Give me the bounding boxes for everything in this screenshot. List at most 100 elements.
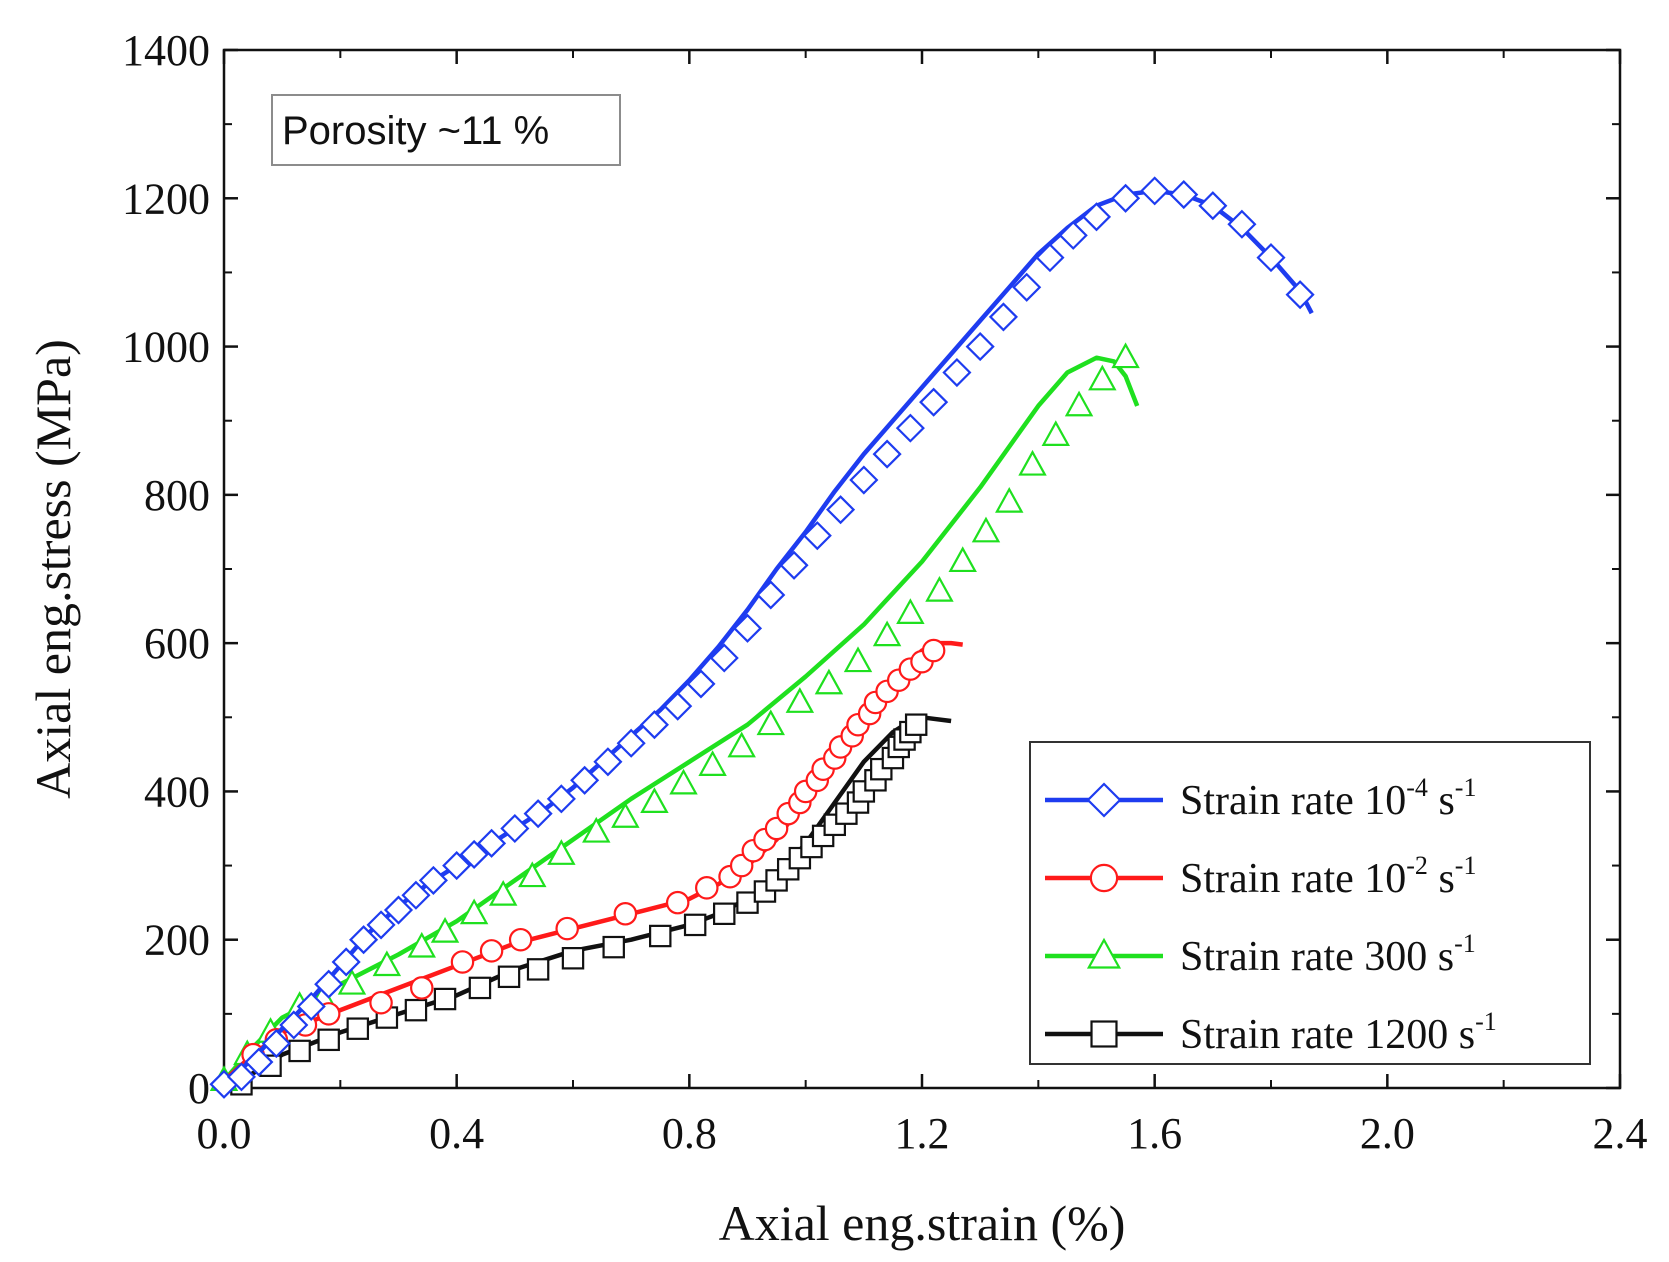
data-point	[669, 768, 698, 795]
data-point	[814, 668, 844, 695]
data-point	[442, 851, 472, 881]
y-tick-label: 600	[144, 619, 210, 668]
data-point	[523, 799, 553, 829]
data-point	[459, 898, 489, 925]
data-point	[602, 935, 625, 959]
y-tick-label: 1200	[122, 174, 210, 223]
y-tick-label: 200	[144, 916, 210, 965]
data-point	[709, 643, 739, 673]
data-point	[468, 976, 492, 1000]
data-point	[925, 575, 954, 602]
x-tick-label: 0.0	[197, 1109, 252, 1158]
data-point	[843, 646, 873, 673]
series-layer	[209, 176, 1315, 1099]
data-point	[919, 387, 949, 417]
data-point	[1111, 342, 1140, 369]
data-point	[639, 710, 669, 740]
legend-entry: Strain rate 10-2 s-1	[1045, 851, 1476, 902]
legend-swatch-marker	[1090, 1020, 1118, 1048]
data-point	[1256, 243, 1286, 273]
data-point	[404, 998, 428, 1022]
legend-swatch-marker	[1086, 937, 1122, 969]
data-point	[244, 1047, 274, 1077]
data-point	[383, 895, 414, 925]
legend-swatch-marker	[1086, 782, 1122, 818]
data-point	[640, 787, 669, 814]
data-point	[649, 924, 672, 948]
data-point	[1058, 220, 1088, 250]
data-point	[459, 839, 489, 870]
data-point	[698, 750, 727, 776]
y-axis-title: Axial eng.stress (MPa)	[25, 339, 81, 799]
legend-label: Strain rate 300 s-1	[1180, 929, 1476, 980]
data-point	[407, 931, 436, 958]
y-tick-label: 1000	[122, 323, 210, 372]
porosity-annotation: Porosity ~11 %	[271, 94, 621, 166]
data-point	[593, 747, 623, 777]
data-point	[895, 413, 925, 443]
data-point	[401, 880, 431, 910]
data-point	[1198, 191, 1228, 221]
data-point	[1041, 420, 1070, 447]
data-point	[346, 1017, 370, 1040]
y-tick-label: 1400	[122, 26, 210, 75]
data-point	[430, 917, 460, 943]
data-point	[948, 546, 977, 573]
data-point	[372, 950, 402, 977]
legend-label: Strain rate 10-2 s-1	[1180, 851, 1476, 902]
legend-entry: Strain rate 1200 s-1	[1045, 1007, 1497, 1058]
data-point	[779, 550, 809, 580]
series-diamond	[209, 176, 1315, 1099]
axes: 0.0 0.4 0.8 1.2 1.6 2.0 2.4 0 200 400 600 800 1000 12…	[25, 26, 1648, 1251]
data-point	[418, 865, 448, 895]
data-point	[921, 638, 946, 663]
data-point	[712, 902, 736, 926]
x-tick-label: 1.2	[895, 1109, 950, 1158]
porosity-label: Porosity ~11 %	[282, 109, 549, 153]
data-point	[686, 669, 716, 699]
data-point	[616, 728, 646, 758]
data-point	[561, 947, 585, 970]
data-point	[433, 987, 457, 1011]
data-point	[613, 902, 638, 926]
data-point	[479, 939, 504, 963]
data-point	[971, 516, 1001, 543]
data-point	[1035, 243, 1065, 273]
data-point	[896, 598, 925, 624]
data-point	[942, 357, 972, 388]
data-point	[611, 802, 640, 828]
data-point	[546, 784, 576, 814]
x-tick-label: 2.4	[1593, 1109, 1648, 1158]
data-point	[366, 910, 396, 940]
y-tick-label: 0	[188, 1064, 210, 1113]
data-point	[226, 1062, 257, 1092]
x-tick-label: 0.8	[662, 1109, 717, 1158]
data-point	[1140, 176, 1170, 206]
data-point	[826, 495, 856, 525]
series-square	[222, 713, 952, 1096]
series-circle	[222, 638, 963, 1083]
x-tick-label: 1.6	[1127, 1109, 1182, 1158]
data-point	[756, 709, 785, 736]
data-point	[872, 439, 902, 469]
data-point	[683, 913, 707, 937]
data-point	[518, 861, 547, 888]
legend-label: Strain rate 1200 s-1	[1180, 1007, 1497, 1058]
x-tick-label: 0.4	[429, 1109, 484, 1158]
data-point	[497, 965, 521, 989]
data-point	[450, 950, 475, 974]
data-point	[663, 691, 693, 721]
data-point	[1111, 183, 1141, 213]
data-point	[965, 332, 995, 362]
data-point	[288, 1039, 311, 1063]
legend-swatch-marker	[1089, 863, 1119, 893]
data-point	[988, 302, 1018, 332]
data-point	[1169, 180, 1199, 210]
data-point	[477, 828, 507, 858]
data-point	[296, 991, 326, 1021]
data-point	[410, 976, 434, 1000]
data-point	[526, 958, 550, 981]
data-point	[337, 968, 367, 995]
data-point	[802, 521, 832, 551]
